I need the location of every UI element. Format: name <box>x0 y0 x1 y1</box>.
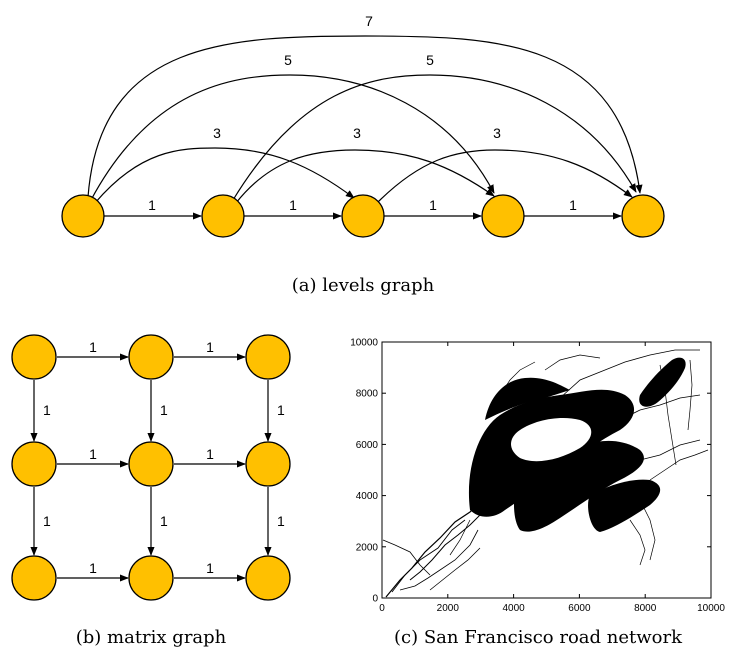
edge-label: 1 <box>89 339 97 355</box>
edge-label: 1 <box>277 402 285 418</box>
road-network-plot: 0 2000 4000 6000 8000 10000 0 2000 4000 6000 8000… <box>350 338 725 649</box>
x-tick-label: 6000 <box>568 603 591 614</box>
edge-n1-n5 <box>87 35 643 198</box>
edge-label: 1 <box>289 197 297 213</box>
y-tick-label: 6000 <box>356 440 379 451</box>
edge-label: 1 <box>206 446 214 462</box>
edge-label: 5 <box>284 52 292 68</box>
edge-n2-n5 <box>232 74 637 201</box>
edge-label: 5 <box>426 52 434 68</box>
edge-label: 1 <box>277 513 285 529</box>
road-network-map <box>382 349 709 598</box>
levels-graph: 1 1 1 1 3 3 3 5 5 7 (a) levels graph <box>61 13 665 296</box>
x-tick-label: 4000 <box>502 603 525 614</box>
y-tick-label: 0 <box>372 594 378 605</box>
edge-label: 1 <box>148 197 156 213</box>
node <box>128 441 174 487</box>
x-tick-label: 8000 <box>634 603 657 614</box>
node <box>245 555 291 601</box>
edge-n3-n5 <box>376 149 633 204</box>
caption-road-network: (c) San Francisco road network <box>394 627 683 648</box>
edge-label: 1 <box>429 197 437 213</box>
node <box>11 555 57 601</box>
matrix-graph: 1 1 1 1 1 1 1 1 1 1 1 1 (b) matrix graph <box>11 334 291 648</box>
y-tick-label: 2000 <box>356 542 379 553</box>
x-tick-label: 10000 <box>697 603 725 614</box>
x-tick-label: 2000 <box>437 603 460 614</box>
node <box>11 334 57 380</box>
edge-label: 3 <box>213 125 221 141</box>
node <box>481 194 525 238</box>
edge-label: 1 <box>43 513 51 529</box>
y-axis: 0 2000 4000 6000 8000 10000 <box>350 338 711 605</box>
node <box>245 334 291 380</box>
edge-label: 1 <box>206 560 214 576</box>
edge-n1-n3 <box>94 147 355 204</box>
edge-label: 1 <box>206 339 214 355</box>
edge-n1-n4 <box>90 74 495 201</box>
edge-label: 1 <box>569 197 577 213</box>
edge-label: 1 <box>89 560 97 576</box>
node <box>201 194 245 238</box>
x-tick-label: 0 <box>379 603 385 614</box>
edge-label: 1 <box>89 446 97 462</box>
edge-label: 3 <box>353 125 361 141</box>
caption-levels-graph: (a) levels graph <box>292 275 435 296</box>
node <box>245 441 291 487</box>
node <box>128 555 174 601</box>
edge-label: 3 <box>493 125 501 141</box>
edge-n2-n4 <box>235 149 495 204</box>
node <box>128 334 174 380</box>
node <box>341 194 385 238</box>
y-tick-label: 8000 <box>356 389 379 400</box>
edge-label: 7 <box>365 13 373 29</box>
node <box>11 441 57 487</box>
node <box>61 194 105 238</box>
x-axis: 0 2000 4000 6000 8000 10000 <box>379 342 725 614</box>
edge-label: 1 <box>160 513 168 529</box>
y-tick-label: 10000 <box>350 338 378 349</box>
node <box>621 194 665 238</box>
y-tick-label: 4000 <box>356 491 379 502</box>
edge-label: 1 <box>43 402 51 418</box>
caption-matrix-graph: (b) matrix graph <box>76 627 227 648</box>
edge-label: 1 <box>160 402 168 418</box>
